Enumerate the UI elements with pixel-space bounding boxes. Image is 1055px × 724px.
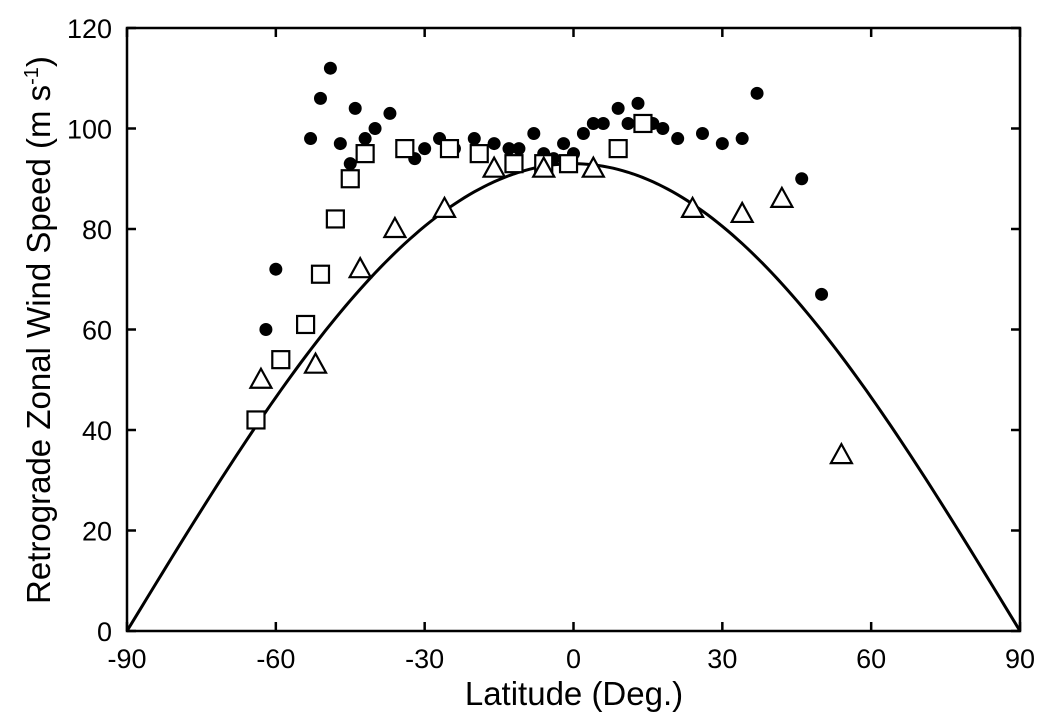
open-triangle-marker	[769, 185, 795, 208]
filled-circle-marker	[621, 116, 635, 130]
x-tick-label: -60	[256, 644, 295, 674]
open-triangle-marker	[248, 366, 274, 389]
filled-circle-marker	[323, 61, 337, 75]
filled-circle-marker	[343, 157, 357, 171]
filled-circle-marker	[512, 142, 526, 156]
open-square-marker	[504, 154, 524, 174]
filled-circle-marker	[631, 96, 645, 110]
filled-circle-marker	[383, 106, 397, 120]
open-triangle-marker	[829, 441, 854, 465]
filled-circle-marker	[358, 132, 372, 146]
open-square-marker	[633, 113, 653, 134]
x-tick-label: -30	[405, 644, 444, 674]
open-square-marker	[325, 209, 345, 229]
open-square-marker	[395, 139, 415, 159]
open-square-marker	[310, 264, 331, 284]
open-square-marker	[271, 350, 291, 370]
filled-circle-marker	[527, 127, 541, 141]
filled-circle-marker	[502, 142, 516, 156]
y-tick-label: 120	[67, 14, 112, 44]
filled-circle-marker	[557, 137, 571, 151]
filled-circle-marker	[418, 142, 432, 156]
y-tick-label: 0	[97, 617, 112, 647]
filled-circle-marker	[795, 172, 809, 186]
x-tick-label: 60	[856, 644, 886, 674]
x-axis-title: Latitude (Deg.)	[465, 675, 683, 712]
y-tick-label: 100	[67, 115, 112, 145]
open-square-marker	[439, 139, 460, 159]
open-triangle-marker	[303, 351, 328, 374]
open-triangle-marker	[580, 155, 606, 178]
filled-circle-marker	[259, 323, 273, 336]
filled-circle-marker	[304, 132, 318, 146]
y-tick-label: 80	[82, 215, 112, 245]
filled-circle-marker	[815, 287, 829, 301]
open-triangle-marker	[531, 155, 557, 178]
filled-circle-marker	[368, 122, 382, 135]
open-triangle-marker	[347, 255, 373, 279]
filled-circle-marker	[611, 101, 625, 115]
y-axis-title: Retrograde Zonal Wind Speed (m s-1)	[20, 56, 57, 604]
filled-circle-marker	[695, 127, 709, 141]
open-square-marker	[246, 410, 266, 430]
x-tick-label: 30	[707, 644, 737, 674]
y-axis-title-superscript: -1	[21, 67, 43, 85]
x-tick-label: 90	[1005, 644, 1035, 674]
open-triangle-marker	[729, 200, 755, 224]
open-square-marker	[296, 314, 316, 335]
open-triangle-marker	[680, 195, 705, 218]
filled-circle-marker	[467, 132, 481, 146]
filled-circle-marker	[487, 137, 501, 151]
y-tick-label: 60	[82, 316, 112, 346]
filled-circle-marker	[313, 91, 327, 105]
open-square-marker	[558, 154, 579, 174]
filled-circle-marker	[750, 86, 764, 100]
data-markers	[246, 61, 854, 465]
open-square-marker	[355, 144, 375, 164]
open-triangle-marker	[432, 195, 457, 218]
filled-circle-marker	[671, 132, 685, 146]
filled-circle-marker	[269, 262, 283, 276]
filled-circle-marker	[656, 122, 670, 135]
open-triangle-marker	[382, 215, 408, 239]
cosine-fit-line	[125, 162, 1022, 632]
y-axis-title-main: Retrograde Zonal Wind Speed (m s	[20, 85, 57, 604]
y-axis-title-close: )	[20, 56, 57, 67]
open-square-marker	[608, 139, 628, 159]
filled-circle-marker	[586, 116, 600, 130]
x-tick-label: 0	[566, 644, 581, 674]
filled-circle-marker	[715, 137, 729, 151]
y-tick-label: 20	[82, 517, 112, 547]
open-triangle-marker	[481, 155, 507, 178]
filled-circle-marker	[596, 116, 610, 130]
filled-circle-marker	[735, 132, 749, 146]
y-tick-label: 40	[82, 416, 112, 446]
filled-circle-marker	[348, 101, 362, 115]
x-tick-label: -90	[107, 644, 146, 674]
filled-circle-marker	[333, 137, 347, 151]
tick-labels: -90 -60 -30 0 30 60 90 0 20 40 60 80 100 120	[67, 14, 1035, 674]
open-square-marker	[469, 144, 489, 164]
filled-circle-marker	[576, 127, 590, 141]
open-square-marker	[340, 169, 360, 189]
